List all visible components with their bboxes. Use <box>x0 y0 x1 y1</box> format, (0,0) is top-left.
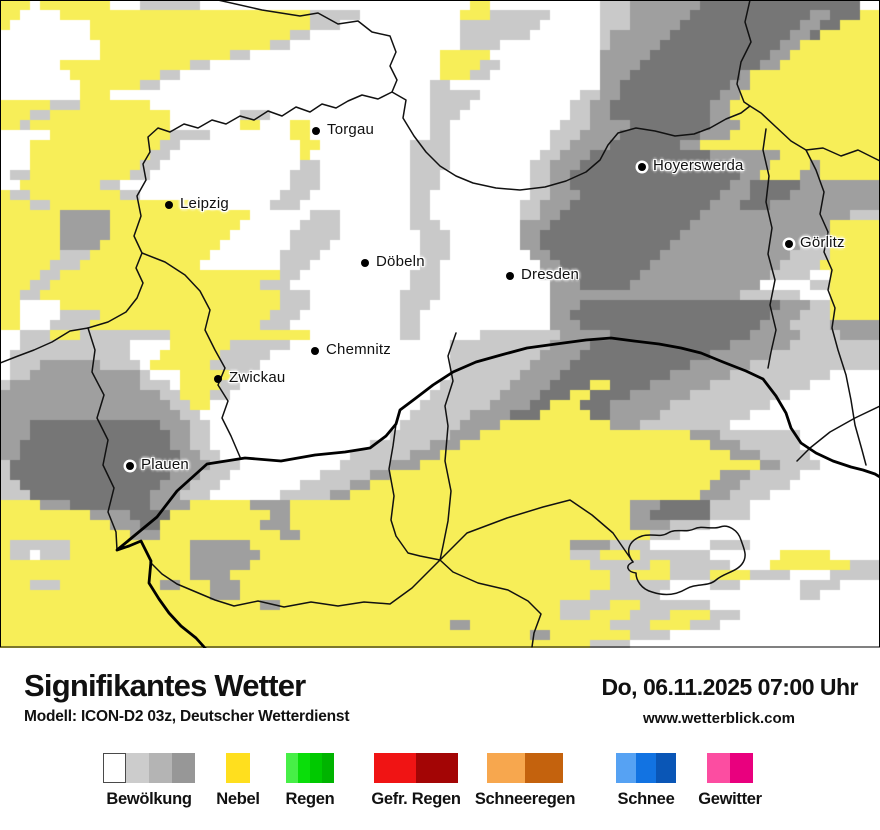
legend-label: Bewölkung <box>106 790 192 808</box>
model-info: Modell: ICON-D2 03z, Deutscher Wetterdie… <box>24 708 350 725</box>
city-dot-icon <box>311 347 319 355</box>
city-label: Torgau <box>327 121 375 138</box>
legend-color-cell <box>374 753 416 783</box>
city-dot-icon <box>214 375 222 383</box>
legend-item-bewlkung: Bewölkung <box>103 753 195 808</box>
legend-color-cell <box>310 753 322 783</box>
legend-swatch <box>226 753 250 783</box>
city-label: Chemnitz <box>326 341 391 358</box>
legend-color-cell <box>730 753 753 783</box>
legend-swatch <box>616 753 676 783</box>
city-dot-icon <box>638 163 646 171</box>
city-dot-icon <box>126 462 134 470</box>
legend-item-nebel: Nebel <box>216 753 260 808</box>
city-label: Plauen <box>141 456 189 473</box>
page-title: Signifikantes Wetter <box>24 668 306 703</box>
legend-item-schnee: Schnee <box>616 753 676 808</box>
legend-swatch <box>487 753 563 783</box>
legend-color-cell <box>298 753 310 783</box>
legend-color-cell <box>172 753 195 783</box>
legend-color-cell <box>126 753 149 783</box>
legend-label: Regen <box>285 790 335 808</box>
weather-pixel-layer <box>0 0 880 648</box>
city-label: Leipzig <box>180 195 229 212</box>
legend-label: Schneeregen <box>474 790 576 808</box>
city-label: Döbeln <box>376 253 425 270</box>
legend-item-regen: Regen <box>286 753 335 808</box>
legend-item-schneeregen: Schneeregen <box>475 753 575 808</box>
city-dot-icon <box>785 240 793 248</box>
legend-color-cell <box>707 753 730 783</box>
city-dot-icon <box>312 127 320 135</box>
legend-label: Nebel <box>216 790 260 808</box>
legend-color-cell <box>226 753 250 783</box>
legend-label: Schnee <box>617 790 675 808</box>
city-dot-icon <box>165 201 173 209</box>
city-label: Zwickau <box>229 369 286 386</box>
city-label: Hoyerswerda <box>653 157 744 174</box>
map-footer: Signifikantes Wetter Do, 06.11.2025 07:0… <box>0 648 880 830</box>
forecast-datetime: Do, 06.11.2025 07:00 Uhr <box>601 674 859 700</box>
city-label: Görlitz <box>800 234 845 251</box>
legend-color-cell <box>286 753 298 783</box>
legend-swatch <box>103 753 195 783</box>
legend-item-gefrregen: Gefr. Regen <box>371 753 461 808</box>
legend-label: Gefr. Regen <box>371 790 461 808</box>
weather-legend: Bewölkung Nebel Regen Gefr. Regen Schneerege… <box>0 753 880 823</box>
legend-color-cell <box>656 753 676 783</box>
legend-color-cell <box>616 753 636 783</box>
legend-color-cell <box>322 753 334 783</box>
legend-swatch <box>707 753 753 783</box>
city-dot-icon <box>361 259 369 267</box>
legend-color-cell <box>525 753 563 783</box>
legend-swatch <box>374 753 458 783</box>
legend-swatch <box>286 753 334 783</box>
city-dot-icon <box>506 272 514 280</box>
legend-color-cell <box>416 753 458 783</box>
legend-item-gewitter: Gewitter <box>698 753 762 808</box>
weather-map: Torgau Leipzig Hoyerswerda Görlitz Döbeln Dre… <box>0 0 880 648</box>
legend-label: Gewitter <box>698 790 762 808</box>
legend-color-cell <box>103 753 126 783</box>
legend-color-cell <box>149 753 172 783</box>
legend-color-cell <box>636 753 656 783</box>
city-label: Dresden <box>521 266 580 283</box>
website-url: www.wetterblick.com <box>643 710 795 727</box>
legend-color-cell <box>487 753 525 783</box>
